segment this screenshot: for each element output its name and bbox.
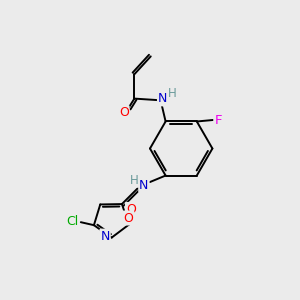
Text: H: H — [130, 174, 139, 187]
Text: H: H — [168, 87, 177, 100]
Text: F: F — [214, 113, 222, 127]
Text: O: O — [123, 212, 133, 224]
Text: O: O — [119, 106, 129, 119]
Text: O: O — [126, 203, 136, 216]
Text: N: N — [158, 92, 167, 105]
Text: N: N — [100, 230, 110, 243]
Text: Cl: Cl — [66, 214, 78, 227]
Text: N: N — [139, 178, 148, 192]
